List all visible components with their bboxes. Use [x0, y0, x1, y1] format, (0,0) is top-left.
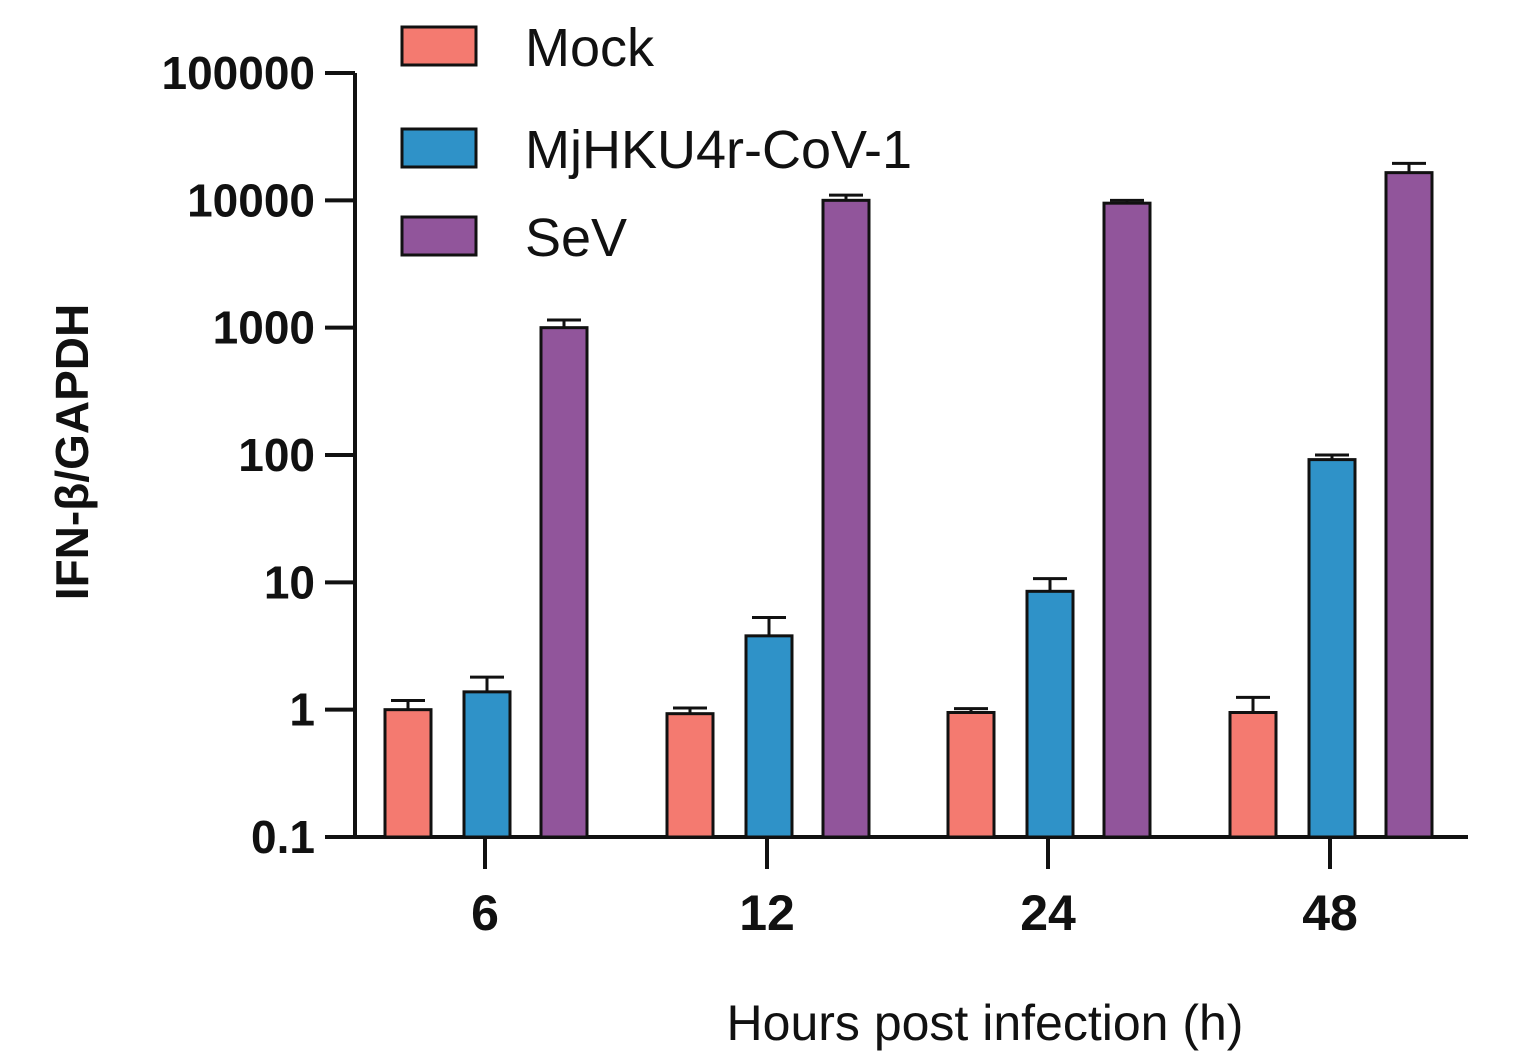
x-tick-label: 6 — [471, 885, 499, 941]
y-tick-label: 1000 — [213, 302, 315, 354]
y-tick-label: 1 — [289, 684, 315, 736]
x-tick-label: 12 — [739, 885, 795, 941]
bar — [1102, 201, 1152, 839]
y-tick-label: 10 — [264, 556, 315, 608]
bar — [946, 711, 996, 839]
y-axis-label: IFN-β/GAPDH — [46, 304, 98, 600]
bar — [539, 326, 589, 839]
bar — [1228, 711, 1278, 839]
legend-swatch — [400, 127, 478, 169]
legend: Mock MjHKU4r-CoV-1 SeV — [400, 18, 912, 268]
legend-label: MjHKU4r-CoV-1 — [525, 120, 912, 180]
bar — [1384, 171, 1434, 839]
y-tick-label: 0.1 — [251, 811, 315, 863]
bar — [821, 198, 871, 839]
legend-swatch — [400, 215, 478, 257]
legend-swatch — [400, 25, 478, 67]
legend-label: SeV — [525, 208, 627, 268]
bar — [1025, 589, 1075, 839]
axes: 0.1 1 10 100 1000 10000 100000 6 12 24 48 — [162, 47, 1468, 941]
legend-label: Mock — [525, 18, 655, 78]
bar — [665, 712, 715, 839]
bar — [462, 690, 512, 839]
x-tick-label: 24 — [1020, 885, 1076, 941]
bar — [1307, 458, 1357, 839]
y-tick-label: 10000 — [187, 174, 315, 226]
bars — [383, 161, 1434, 839]
bar — [744, 634, 794, 839]
x-axis-label: Hours post infection (h) — [727, 995, 1244, 1051]
bar — [383, 708, 433, 839]
x-tick-label: 48 — [1302, 885, 1358, 941]
y-tick-label: 100 — [238, 429, 315, 481]
y-tick-label: 100000 — [162, 47, 316, 99]
